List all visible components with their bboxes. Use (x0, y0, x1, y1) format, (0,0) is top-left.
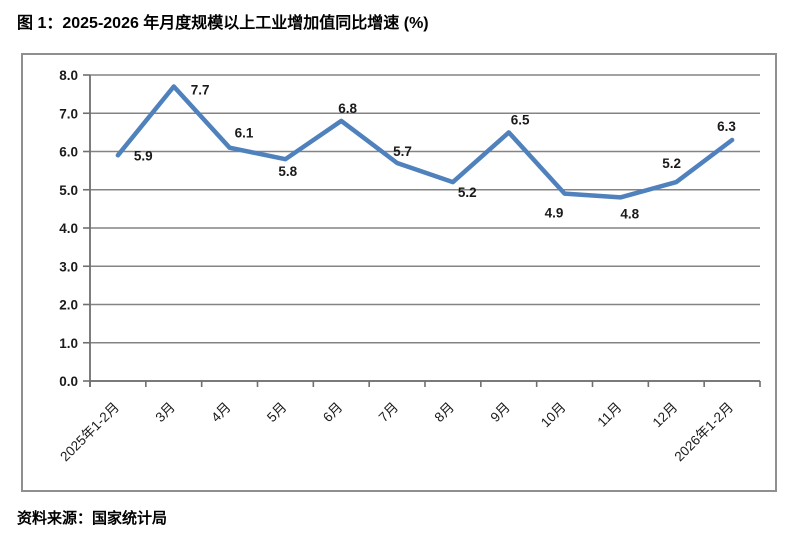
y-tick-label: 5.0 (59, 183, 78, 198)
y-tick-label: 3.0 (59, 259, 78, 274)
x-tick-label: 2026年1-2月 (671, 400, 736, 465)
x-tick-label: 7月 (376, 400, 401, 425)
y-tick-label: 1.0 (59, 336, 78, 351)
data-label: 7.7 (191, 83, 210, 98)
series-line (115, 84, 735, 200)
x-tick-label: 10月 (538, 400, 569, 431)
x-tick-label: 2025年1-2月 (57, 400, 122, 465)
source-note: 资料来源：国家统计局 (17, 510, 168, 527)
y-tick-label: 6.0 (59, 145, 78, 160)
y-tick-label: 2.0 (59, 298, 78, 313)
line-chart: 0.0 1.0 2.0 3.0 4.0 5.0 6.0 7.0 8.0 5.9 7.7 6.1 5.8 6… (57, 68, 761, 465)
data-label: 5.8 (278, 164, 297, 179)
y-tick-label: 7.0 (59, 106, 78, 121)
x-tick-label: 11月 (594, 400, 624, 430)
x-tick-label: 6月 (320, 400, 345, 425)
data-label: 6.8 (338, 101, 357, 116)
data-label: 5.2 (458, 185, 477, 200)
data-label: 6.3 (717, 119, 736, 134)
data-label: 5.9 (134, 148, 153, 163)
figure-title: 图 1：2025-2026 年月度规模以上工业增加值同比增速 (%) (17, 15, 429, 32)
y-tick-label: 4.0 (59, 221, 78, 236)
x-tick-label: 9月 (487, 400, 512, 425)
data-label: 4.9 (545, 206, 564, 221)
data-label: 6.1 (235, 126, 254, 141)
y-tick-label: 0.0 (59, 374, 78, 389)
chart-frame: 0.0 1.0 2.0 3.0 4.0 5.0 6.0 7.0 8.0 5.9 7.7 6.1 5.8 6… (21, 53, 777, 492)
data-label: 5.2 (662, 156, 681, 171)
data-label: 4.8 (620, 206, 639, 221)
data-label: 5.7 (393, 144, 412, 159)
x-tick-label: 4月 (208, 400, 233, 425)
x-tick-label: 3月 (152, 400, 177, 425)
data-label: 6.5 (511, 112, 530, 127)
x-tick-label: 5月 (264, 400, 289, 425)
y-tick-label: 8.0 (59, 68, 78, 83)
x-tick-label: 8月 (432, 400, 457, 425)
x-tick-label: 12月 (650, 400, 681, 431)
